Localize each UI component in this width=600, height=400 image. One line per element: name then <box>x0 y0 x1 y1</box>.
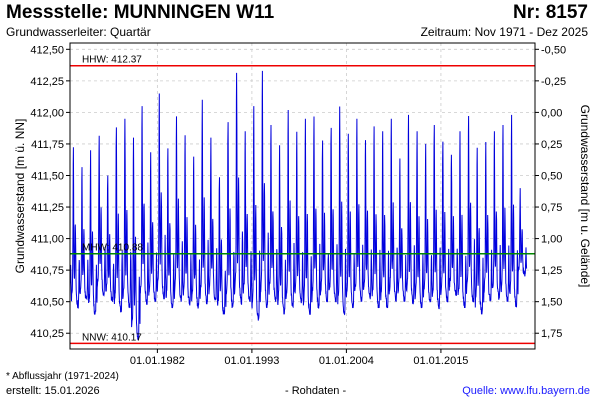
y-tick-label-left: 412,50 <box>30 44 64 56</box>
created-date: erstellt: 15.01.2026 <box>6 385 100 397</box>
raw-data-label: - Rohdaten - <box>285 385 347 397</box>
reference-lines: HHW: 412.37 MHW: 410.88 NNW: 410.17 <box>70 55 535 345</box>
y-tick-label-left: 410,50 <box>30 297 64 309</box>
station-title: Messstelle: MUNNINGEN W11 <box>6 2 275 23</box>
x-tick-label: 01.01.1993 <box>224 355 279 367</box>
y-tick-label-left: 412,25 <box>30 76 64 88</box>
y-tick-label-left: 410,25 <box>30 328 64 340</box>
y-tick-label-right: 0,25 <box>541 139 562 151</box>
y-tick-label-right: 1,00 <box>541 234 562 246</box>
x-tick-label: 01.01.1982 <box>130 355 185 367</box>
reference-label: MHW: 410.88 <box>82 243 143 254</box>
y-tick-label-left: 411,00 <box>31 234 64 246</box>
series-group <box>69 70 528 341</box>
y-tick-label-right: -0,50 <box>541 44 566 56</box>
footnote: * Abflussjahr (1971-2024) <box>6 371 119 382</box>
y-axis-title-right: Grundwasserstand [m u. Gelände] <box>578 105 592 288</box>
y-tick-label-right: 0,75 <box>541 202 562 214</box>
y-tick-label-left: 410,75 <box>30 265 64 277</box>
x-tick-label: 01.01.2015 <box>413 355 468 367</box>
y-tick-label-right: 0,50 <box>541 170 562 182</box>
y-tick-label-right: 1,25 <box>541 265 562 277</box>
reference-label: NNW: 410.17 <box>82 332 142 343</box>
groundwater-level-line <box>69 70 528 341</box>
y-tick-label-right: 1,75 <box>541 328 562 340</box>
y-tick-label-right: 0,00 <box>541 107 562 119</box>
reference-label: HHW: 412.37 <box>82 55 142 66</box>
y-axis-title-left: Grundwasserstand [m ü. NN] <box>13 119 27 274</box>
y-tick-label-left: 411,75 <box>31 139 64 151</box>
y-tick-label-right: -0,25 <box>541 76 566 88</box>
plot-frame <box>69 42 536 350</box>
axes: 412,50 412,25 412,00 411,75 411,50 411,25 411,… <box>30 44 566 367</box>
y-tick-label-right: 1,50 <box>541 297 562 309</box>
period-label: Zeitraum: Nov 1971 - Dez 2025 <box>420 25 588 39</box>
y-tick-label-left: 412,00 <box>30 107 64 119</box>
y-tick-label-left: 411,50 <box>31 170 64 182</box>
aquifer-label: Grundwasserleiter: Quartär <box>6 25 151 39</box>
y-tick-label-left: 411,25 <box>31 202 64 214</box>
x-tick-label: 01.01.2004 <box>319 355 374 367</box>
station-number: Nr: 8157 <box>513 2 588 23</box>
source-link[interactable]: Quelle: www.lfu.bayern.de <box>462 385 590 397</box>
